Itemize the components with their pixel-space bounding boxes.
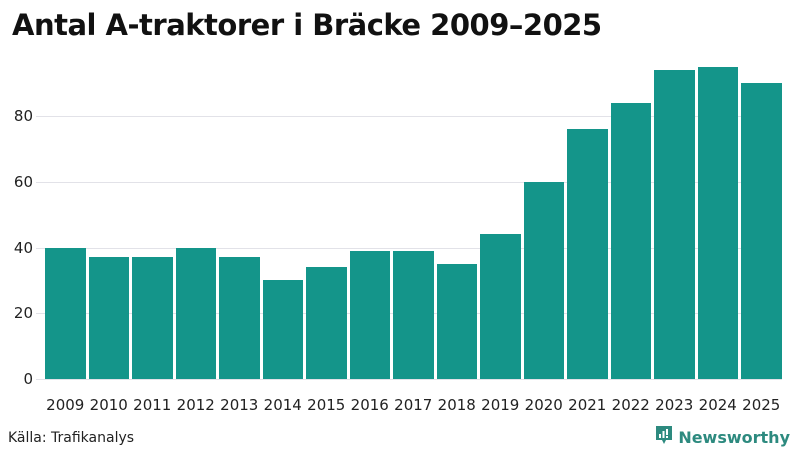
x-tick-label: 2021 [568, 396, 607, 414]
bar-2018[interactable] [436, 263, 477, 379]
bar-2024[interactable] [697, 66, 738, 379]
x-tick-label: 2015 [307, 396, 346, 414]
bar-2019[interactable] [480, 234, 521, 379]
bar-2016[interactable] [349, 250, 390, 379]
y-tick-label: 80 [13, 107, 33, 125]
bar-2012[interactable] [175, 247, 216, 379]
bar-2023[interactable] [654, 69, 695, 379]
source-note: Källa: Trafikanalys [8, 430, 135, 446]
y-tick-label: 20 [13, 304, 33, 323]
x-tick-label: 2019 [481, 396, 520, 414]
bar-2010[interactable] [88, 257, 129, 379]
y-tick-label: 60 [13, 172, 33, 191]
gridline [36, 116, 782, 117]
x-tick-label: 2022 [611, 396, 650, 414]
gridline [36, 379, 782, 380]
gridline [36, 181, 782, 183]
bar-2020[interactable] [523, 181, 564, 379]
brand-name: Newsworthy [678, 427, 790, 447]
x-tick-label: 2012 [176, 396, 215, 414]
bar-2021[interactable] [567, 129, 608, 379]
x-tick-label: 2017 [394, 396, 433, 414]
bar-2017[interactable] [393, 250, 434, 379]
newsworthy-logo-icon [655, 425, 673, 449]
bar-2025[interactable] [741, 83, 782, 379]
x-tick-label: 2023 [655, 396, 694, 414]
x-tick-label: 2018 [437, 396, 476, 414]
bar-2009[interactable] [45, 247, 86, 379]
y-tick-label: 0 [23, 370, 33, 388]
x-tick-label: 2010 [89, 396, 128, 414]
x-tick-label: 2013 [220, 396, 259, 414]
x-tick-label: 2016 [350, 396, 389, 414]
bar-2011[interactable] [132, 257, 173, 379]
bar-2014[interactable] [262, 280, 303, 379]
x-tick-label: 2025 [742, 396, 781, 414]
y-tick-label: 40 [13, 238, 33, 257]
gridline [36, 247, 782, 249]
x-tick-label: 2011 [133, 396, 172, 414]
x-tick-label: 2020 [524, 396, 563, 414]
bar-2022[interactable] [610, 102, 651, 379]
x-tick-label: 2014 [263, 396, 302, 414]
chart-title: Antal A-traktorer i Bräcke 2009–2025 [12, 8, 602, 42]
x-tick-label: 2009 [46, 396, 85, 414]
bar-2015[interactable] [306, 267, 347, 379]
brand-logo: Newsworthy [655, 425, 790, 449]
x-tick-label: 2024 [698, 396, 737, 414]
bar-2013[interactable] [219, 257, 260, 379]
